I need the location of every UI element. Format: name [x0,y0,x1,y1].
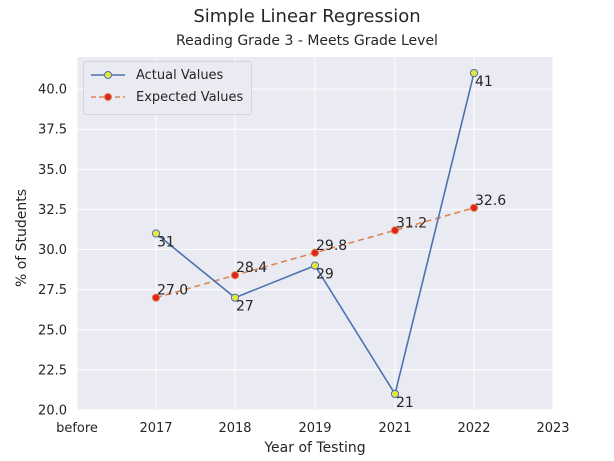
legend-item-expected: Expected Values [90,87,243,107]
legend-item-actual: Actual Values [90,65,223,85]
chart-subtitle: Reading Grade 3 - Meets Grade Level [176,33,438,49]
x-tick-label: 2022 [457,421,490,436]
expected-value-point [230,271,240,280]
legend-swatch-expected [91,93,125,101]
expected-value-point [390,226,400,235]
x-tick-label: 2023 [536,421,569,436]
expected-value-label: 28.4 [236,260,267,276]
expected-value-label: 27.0 [157,283,188,299]
grid-lines [76,57,554,411]
x-tick-label: 2018 [218,421,251,436]
y-tick-label: 25.0 [38,323,67,338]
y-tick-label: 22.5 [38,363,67,378]
legend: Actual Values Expected Values [83,61,252,115]
expected-value-label: 29.8 [316,238,347,254]
x-tick-label: 2021 [378,421,411,436]
legend-label-actual: Actual Values [136,67,224,83]
expected-value-label: 31.2 [396,215,427,231]
actual-value-point [310,261,320,270]
expected-value-point [310,248,320,257]
chart-title: Simple Linear Regression [193,6,421,27]
x-tick-label: 2019 [298,421,331,436]
actual-value-label: 21 [396,395,414,411]
y-tick-label: 35.0 [38,163,67,178]
y-tick-label: 20.0 [38,404,67,419]
y-tick-label: 32.5 [38,203,67,218]
y-tick-label: 30.0 [38,243,67,258]
expected-value-label: 32.6 [475,193,506,209]
actual-value-point [151,229,161,238]
expected-value-point [151,293,161,302]
series-layer: 27.0 28.4 29.8 31.2 32.6 31 27 29 21 41 [151,68,506,411]
legend-swatch-actual [91,71,125,79]
y-tick-label: 27.5 [38,283,67,298]
actual-value-point [390,389,400,399]
actual-value-label: 41 [475,74,493,90]
y-axis-label: % of Students [14,189,30,287]
actual-value-label: 27 [236,299,254,315]
x-tick-label: 2017 [139,421,172,436]
y-tick-label: 40.0 [38,83,67,98]
actual-value-label: 29 [316,267,334,283]
y-tick-label: 37.5 [38,123,67,138]
x-axis-label: Year of Testing [263,440,365,456]
expected-value-point [469,203,479,212]
actual-value-point [230,293,240,302]
actual-value-point [469,68,479,78]
legend-label-expected: Expected Values [136,89,244,105]
actual-value-label: 31 [157,235,175,251]
tick-labels: before 2017 2018 2019 2021 2022 2023 20.0 22.5 25… [38,83,570,436]
x-tick-label: before [56,421,98,436]
